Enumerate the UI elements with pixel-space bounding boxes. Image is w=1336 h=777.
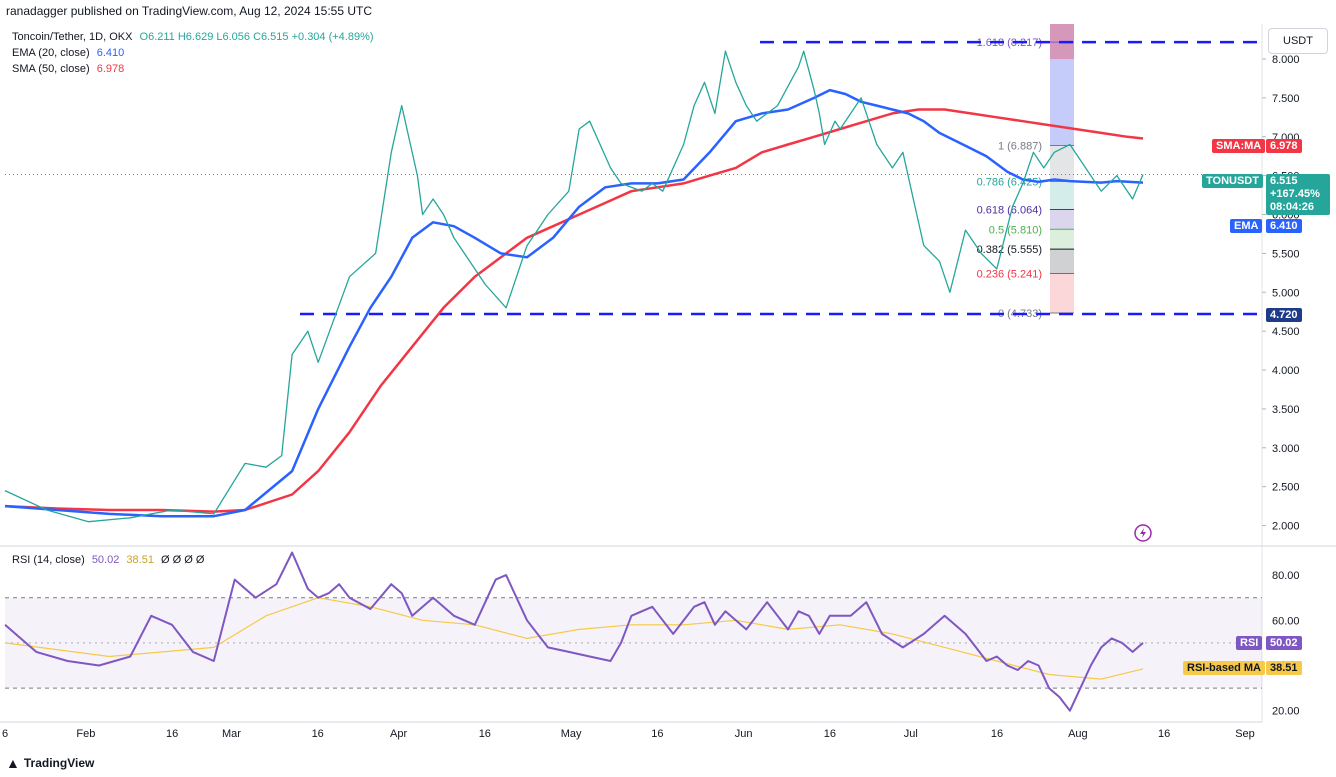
ema-tag-label: EMA (1230, 219, 1263, 233)
rsi-tag-label: RSI (1236, 636, 1263, 650)
time-tick-label: Jun (735, 728, 753, 740)
tv-logo-icon: ▲ (6, 755, 20, 771)
fib-retracement: 1.618 (8.217) 1 (6.887) 0.786 (6.425) 0.618… (977, 24, 1074, 320)
fib-zone (1050, 273, 1074, 314)
legend-rsi-value: 50.02 (91, 554, 120, 566)
fib-level-label: 1.618 (8.217) (977, 37, 1042, 49)
fib-zone (1050, 181, 1074, 210)
time-tick-label: Jul (904, 728, 918, 740)
currency-label: USDT (1283, 35, 1313, 47)
legend-rsi-label: RSI (14, close) (12, 554, 85, 566)
fib-level-label: 1 (6.887) (998, 141, 1042, 153)
legend-sma-row: SMA (50, close) 6.978 (12, 63, 124, 75)
fib-zone (1050, 209, 1074, 230)
price-tick-label: 8.000 (1272, 54, 1300, 66)
legend-rsi-extra: Ø Ø Ø Ø (161, 554, 205, 566)
fib-level-label: 0.382 (5.555) (977, 244, 1042, 256)
fib-zone (1050, 145, 1074, 182)
alert-icon[interactable] (1134, 524, 1152, 542)
fib-level-label: 0.618 (6.064) (977, 205, 1042, 217)
time-tick-label: 16 (166, 728, 178, 740)
price-tick-label: 3.000 (1272, 443, 1300, 455)
legend-symbol: Toncoin/Tether, 1D, OKX (12, 31, 133, 43)
time-tick-label: 16 (312, 728, 324, 740)
support-tag-value: 4.720 (1266, 308, 1302, 322)
footer-text: TradingView (23, 756, 95, 770)
fib-zone (1050, 229, 1074, 250)
time-tick-label: 16 (1158, 728, 1170, 740)
rsi-pane (5, 597, 1262, 689)
legend-ohlc: O6.211 H6.629 L6.056 C6.515 +0.304 (+4.8… (139, 31, 374, 43)
price-tick-label: 3.500 (1272, 404, 1300, 416)
rsi-tick-label: 20.00 (1272, 706, 1300, 718)
sma-tag-label: SMA:MA (1212, 139, 1266, 153)
fib-level-label: 0.236 (5.241) (977, 269, 1042, 281)
time-tick-label: Aug (1068, 728, 1088, 740)
time-tick-label: 6 (2, 728, 8, 740)
time-tick-label: May (561, 728, 582, 740)
rsi-tag-value: 50.02 (1266, 636, 1302, 650)
ton-tag-value: 6.515 (1270, 175, 1298, 187)
tradingview-logo[interactable]: ▲ TradingView (6, 755, 94, 771)
time-tick-label: Feb (76, 728, 95, 740)
time-tick-label: 16 (651, 728, 663, 740)
ton-tag-change: +167.45% (1270, 188, 1320, 200)
price-tick-label: 4.500 (1272, 326, 1300, 338)
time-tick-label: 16 (479, 728, 491, 740)
fib-level-label: 0.786 (6.425) (977, 176, 1042, 188)
price-tick-label: 2.000 (1272, 521, 1300, 533)
legend-sma-label: SMA (50, close) (12, 63, 90, 75)
ton-tag-label: TONUSDT (1202, 174, 1263, 188)
rsi-ma-tag-label: RSI-based MA (1183, 661, 1265, 675)
legend-ema-label: EMA (20, close) (12, 47, 90, 59)
price-tick-label: 4.000 (1272, 365, 1300, 377)
price-tick-label: 7.500 (1272, 93, 1300, 105)
series-sma (4, 108, 1144, 513)
rsi-band (5, 597, 1262, 689)
price-tick-label: 5.500 (1272, 248, 1300, 260)
legend-rsi-ma-value: 38.51 (126, 554, 154, 566)
legend-symbol-row: Toncoin/Tether, 1D, OKX O6.211 H6.629 L6… (12, 31, 374, 43)
ton-tag-box: 6.515 +167.45% 08:04:26 (1266, 174, 1330, 215)
sma-tag-value: 6.978 (1266, 139, 1302, 153)
legend-sma-value: 6.978 (96, 63, 125, 75)
rsi-tick-label: 80.00 (1272, 570, 1300, 582)
series-rsi (4, 551, 1144, 712)
ema-tag-value: 6.410 (1266, 219, 1302, 233)
series-rsi-based-ma (4, 597, 1144, 680)
legend-ema-value: 6.410 (96, 47, 125, 59)
time-tick-label: Sep (1235, 728, 1255, 740)
rsi-ma-tag-value: 38.51 (1266, 661, 1302, 675)
time-tick-label: Mar (222, 728, 241, 740)
price-tick-label: 5.000 (1272, 287, 1300, 299)
time-tick-label: Apr (390, 728, 407, 740)
legend-ema-row: EMA (20, close) 6.410 (12, 47, 124, 59)
time-tick-label: 16 (824, 728, 836, 740)
legend-rsi-row: RSI (14, close) 50.02 38.51 Ø Ø Ø Ø (12, 554, 204, 566)
rsi-tick-label: 60.00 (1272, 615, 1300, 627)
fib-zone (1050, 249, 1074, 274)
publish-header: ranadagger published on TradingView.com,… (6, 4, 373, 18)
ton-tag-timer: 08:04:26 (1270, 201, 1315, 213)
time-tick-label: 16 (991, 728, 1003, 740)
price-tick-label: 2.500 (1272, 482, 1300, 494)
series-ema (4, 88, 1144, 518)
currency-button[interactable]: USDT (1268, 28, 1328, 54)
series-lines (4, 40, 1262, 712)
series-tonusdt (4, 50, 1144, 523)
fib-level-label: 0.5 (5.810) (989, 224, 1042, 236)
